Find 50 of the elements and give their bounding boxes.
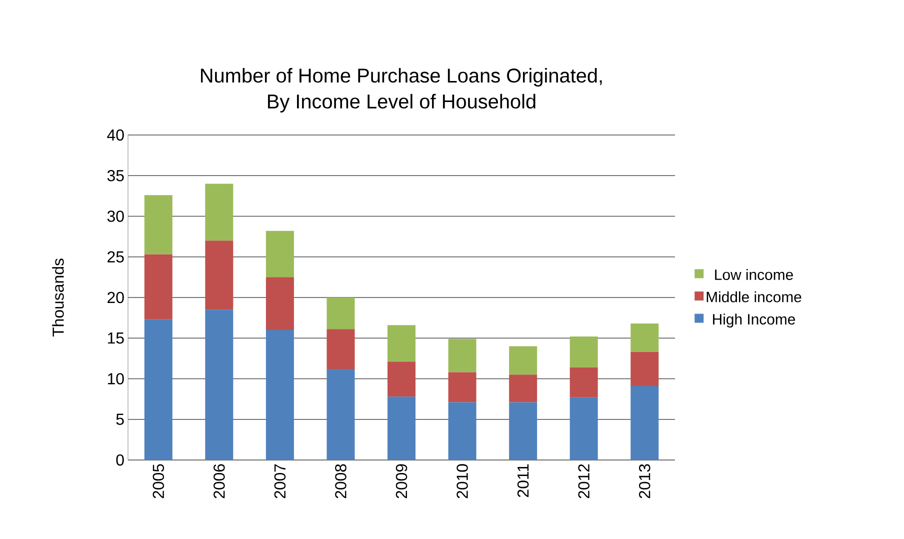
bar [144,254,172,320]
bar [509,402,538,460]
y-tick-label: 0 [116,454,124,466]
bar [630,323,659,352]
y-axis-title: Thousands [52,258,64,337]
bar [630,352,659,386]
x-tick-label: 2009 [396,464,408,498]
y-tick-label: 5 [116,414,124,425]
legend-label: Middle income [706,291,802,302]
bar [266,330,294,460]
bar [326,368,355,460]
bar [388,362,416,397]
bar [570,397,598,460]
bar [448,338,476,372]
y-tick-label: 10 [108,373,124,384]
x-tick-label: 2011 [517,464,529,497]
bar [630,386,659,460]
legend-label: Low income [715,269,793,280]
x-tick-label: 2007 [274,464,286,498]
x-tick-label: 2005 [152,464,164,498]
bar [205,184,234,241]
y-tick-label: 30 [107,210,124,222]
bar [326,297,355,330]
y-tick-label: 35 [107,170,124,182]
bar [144,319,172,460]
x-tick-label: 2010 [456,464,468,498]
y-tick-label: 15 [108,332,124,344]
bar [266,230,294,278]
bar [326,329,355,369]
bar [266,277,294,330]
legend-label: High Income [713,314,796,328]
x-tick-label: 2006 [214,464,225,498]
bar [570,336,598,368]
bar [509,374,538,402]
bar [570,367,598,398]
bar [509,346,538,375]
x-tick-label: 2008 [335,464,346,498]
bar [144,195,172,254]
y-tick-label: 25 [108,251,124,263]
chart-title: Number of Home Purchase Loans Originated, By Income Level of Household [201,68,602,112]
bar [448,372,476,402]
bar [205,240,234,310]
bar [388,325,416,362]
y-tick-label: 20 [108,292,124,304]
x-tick-label: 2012 [578,464,590,498]
bar [448,402,476,460]
bar [388,396,416,460]
x-tick-label: 2013 [638,464,650,498]
bar [205,310,234,460]
y-tick-label: 40 [107,129,124,141]
